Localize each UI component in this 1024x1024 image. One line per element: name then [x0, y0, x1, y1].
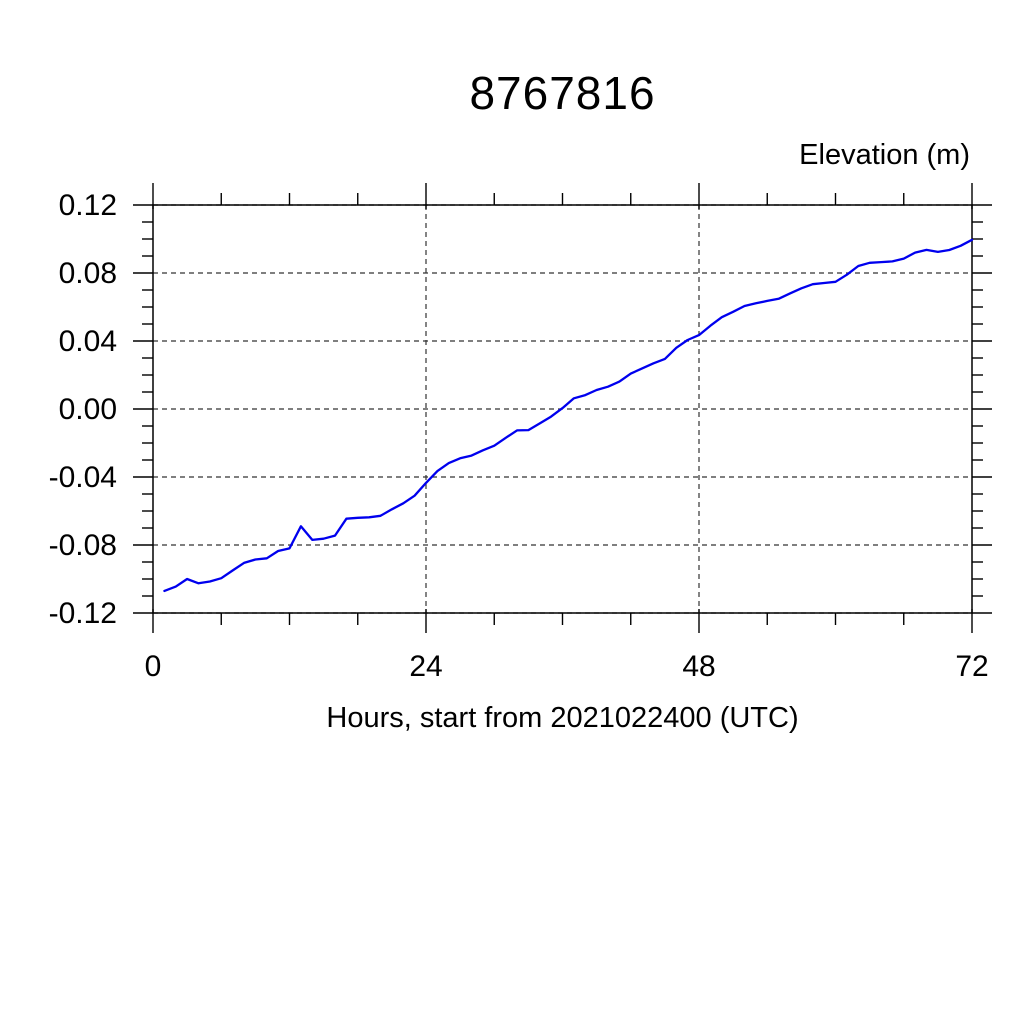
- y-axis-title: Elevation (m): [799, 139, 970, 171]
- y-tick-label: 0.00: [59, 393, 117, 426]
- y-tick-label: -0.12: [49, 597, 117, 630]
- chart-title: 8767816: [469, 67, 656, 119]
- y-tick-label: 0.12: [59, 189, 117, 222]
- y-tick-label: -0.08: [49, 529, 117, 562]
- y-tick-label: 0.04: [59, 325, 117, 358]
- y-tick-label: -0.04: [49, 461, 117, 494]
- x-tick-label: 0: [145, 650, 162, 683]
- x-tick-label: 72: [955, 650, 988, 683]
- x-axis-title: Hours, start from 2021022400 (UTC): [326, 702, 799, 734]
- elevation-series-line: [163, 238, 974, 593]
- x-tick-label: 24: [409, 650, 442, 683]
- y-tick-label: 0.08: [59, 257, 117, 290]
- x-tick-label: 48: [682, 650, 715, 683]
